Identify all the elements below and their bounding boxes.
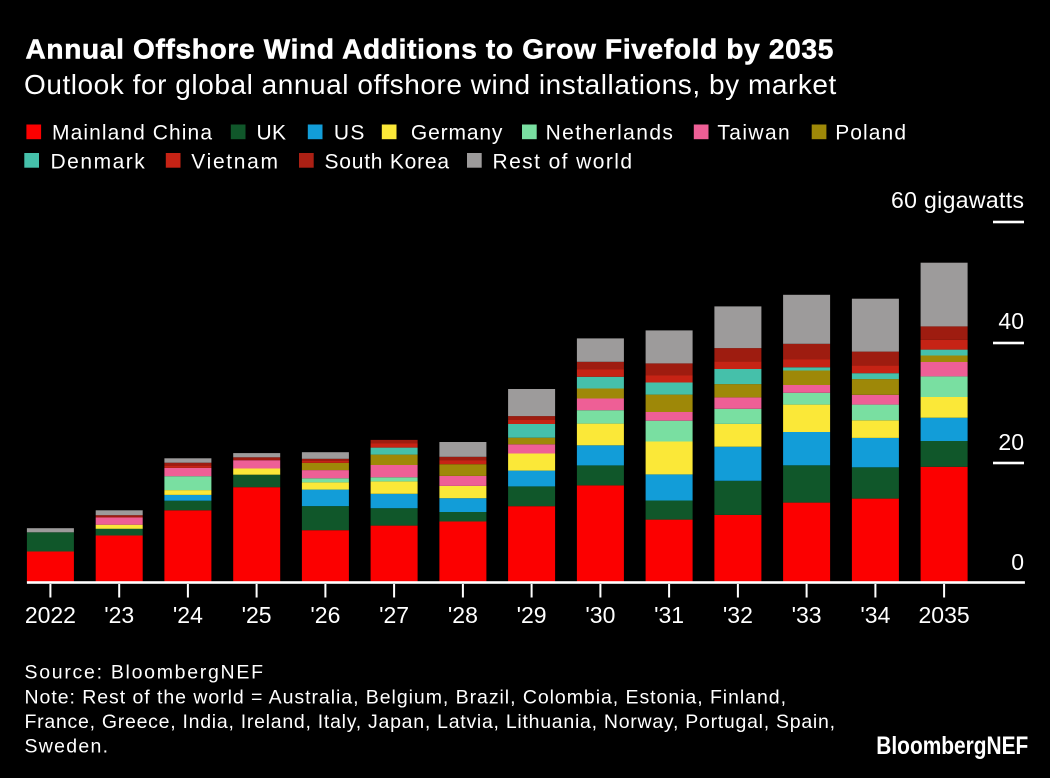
svg-text:2022: 2022 xyxy=(25,602,76,628)
svg-text:'31: '31 xyxy=(654,602,684,628)
svg-text:'23: '23 xyxy=(104,602,134,628)
svg-text:40: 40 xyxy=(998,308,1024,334)
svg-text:'26: '26 xyxy=(310,602,340,628)
svg-text:Netherlands: Netherlands xyxy=(546,122,673,145)
svg-text:Vietnam: Vietnam xyxy=(191,151,278,174)
svg-text:Source: BloombergNEF: Source: BloombergNEF xyxy=(25,662,264,684)
svg-text:2035: 2035 xyxy=(919,602,970,628)
svg-text:Taiwan: Taiwan xyxy=(717,122,789,145)
svg-text:Denmark: Denmark xyxy=(51,151,146,174)
svg-text:UK: UK xyxy=(257,122,287,145)
svg-text:Sweden.: Sweden. xyxy=(25,736,109,758)
svg-text:France, Greece, India, Ireland: France, Greece, India, Ireland, Italy, J… xyxy=(25,711,836,733)
svg-text:'30: '30 xyxy=(585,602,615,628)
svg-text:Rest of world: Rest of world xyxy=(493,151,633,174)
svg-text:'33: '33 xyxy=(792,602,822,628)
svg-text:'28: '28 xyxy=(448,602,478,628)
svg-text:'25: '25 xyxy=(242,602,272,628)
svg-text:Outlook for global annual offs: Outlook for global annual offshore wind … xyxy=(24,69,837,100)
svg-text:'27: '27 xyxy=(379,602,409,628)
svg-text:Note: Rest of the world = Aust: Note: Rest of the world = Australia, Bel… xyxy=(25,686,787,708)
svg-text:Mainland China: Mainland China xyxy=(52,122,212,145)
svg-text:Germany: Germany xyxy=(411,122,503,145)
svg-text:Annual Offshore Wind Additions: Annual Offshore Wind Additions to Grow F… xyxy=(26,34,834,65)
svg-text:'29: '29 xyxy=(517,602,547,628)
svg-text:South Korea: South Korea xyxy=(325,151,450,174)
svg-text:'34: '34 xyxy=(860,602,890,628)
svg-text:BloombergNEF: BloombergNEF xyxy=(876,732,1028,760)
svg-text:Poland: Poland xyxy=(835,122,906,145)
svg-text:60 gigawatts: 60 gigawatts xyxy=(891,187,1024,213)
svg-text:'32: '32 xyxy=(723,602,753,628)
svg-text:0: 0 xyxy=(1011,549,1024,575)
svg-text:'24: '24 xyxy=(173,602,203,628)
svg-text:20: 20 xyxy=(998,429,1024,455)
